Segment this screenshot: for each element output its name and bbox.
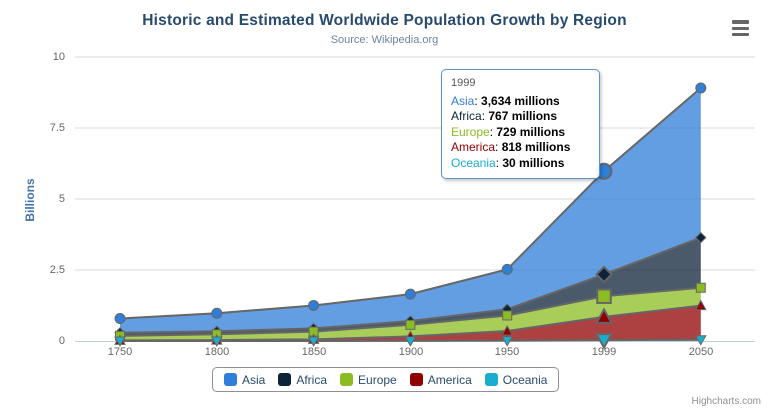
point-europe-1900[interactable] [405, 319, 416, 330]
area-asia[interactable] [120, 87, 701, 333]
xtick-label: 2050 [688, 346, 714, 358]
legend-item-oceania[interactable]: Oceania [484, 372, 548, 387]
tooltip-row: Africa: 767 millions [451, 109, 558, 123]
legend-label: Oceania [502, 372, 548, 387]
point-asia-2050[interactable] [695, 82, 707, 94]
legend-swatch [224, 373, 237, 386]
tooltip-value: 729 millions [496, 124, 566, 139]
tooltip-header: 1999 [451, 77, 476, 89]
hamburger-icon [732, 20, 749, 24]
tooltip-row: America: 818 millions [451, 140, 571, 154]
xtick-label: 1950 [494, 346, 520, 358]
xtick-label: 1800 [204, 346, 230, 358]
legend-swatch [278, 373, 292, 386]
xtick-label: 1850 [301, 346, 327, 358]
point-asia-1750[interactable] [114, 313, 126, 325]
chart-subtitle: Source: Wikipedia.org [330, 34, 439, 46]
ytick-label: 0 [58, 335, 65, 347]
point-oceania-2050[interactable] [694, 335, 707, 346]
point-oceania-1999[interactable] [594, 333, 614, 350]
point-africa-1999[interactable] [595, 265, 613, 284]
tooltip-row: Europe: 729 millions [451, 124, 566, 139]
point-america-1950[interactable] [501, 324, 514, 336]
tooltip: 1999 Asia: 3,634 millions Africa: 767 mi… [441, 69, 600, 179]
tooltip-value: 3,634 millions [481, 93, 560, 108]
legend-item-europe[interactable]: Europe [340, 373, 397, 387]
tooltip-series-name: Africa [451, 109, 482, 123]
tooltip-value: 30 millions [502, 155, 565, 170]
tooltip-value: 818 millions [501, 140, 571, 154]
legend-label: America [427, 372, 472, 387]
legend-item-america[interactable]: America [409, 372, 472, 387]
legend-swatch [484, 373, 498, 386]
area-america[interactable] [120, 305, 701, 341]
point-asia-1850[interactable] [308, 299, 320, 311]
point-asia-1950[interactable] [501, 263, 513, 275]
point-america-2050[interactable] [694, 299, 707, 311]
ytick-label: 10 [52, 51, 65, 63]
legend-swatch [409, 373, 423, 386]
export-menu-button[interactable] [730, 20, 751, 40]
legend-label: Asia [242, 372, 266, 387]
legend-item-asia[interactable]: Asia [224, 373, 265, 387]
xtick-label: 1999 [591, 346, 617, 358]
point-oceania-1950[interactable] [501, 336, 514, 347]
ytick-label: 2.5 [49, 264, 65, 276]
point-asia-1900[interactable] [404, 288, 416, 300]
point-oceania-1850[interactable] [307, 336, 320, 347]
tooltip-row: Oceania: 30 millions [451, 155, 565, 170]
tooltip-series-name: Asia [451, 93, 475, 108]
legend-swatch [340, 373, 354, 386]
credits-link[interactable]: Highcharts.com [691, 396, 761, 407]
tooltip-value: 767 millions [488, 109, 558, 123]
point-oceania-1750[interactable] [114, 336, 126, 347]
tooltip-series-name: Europe [451, 124, 490, 139]
point-oceania-1900[interactable] [404, 336, 417, 347]
legend-label: Europe [358, 372, 397, 387]
point-oceania-1800[interactable] [210, 336, 223, 347]
legend-label: Africa [296, 372, 328, 387]
tooltip-row: Asia: 3,634 millions [451, 93, 560, 108]
xtick-label: 1750 [107, 346, 133, 358]
legend-item-africa[interactable]: Africa [278, 373, 327, 387]
ytick-label: 7.5 [49, 122, 65, 134]
area-africa[interactable] [120, 237, 701, 336]
tooltip-series-name: America [451, 140, 496, 154]
point-europe-1950[interactable] [502, 310, 513, 321]
point-america-1999[interactable] [594, 307, 614, 324]
legend: Asia Africa Europe America Oceania [212, 367, 560, 392]
point-europe-1999[interactable] [596, 288, 612, 304]
point-europe-2050[interactable] [695, 282, 706, 293]
point-asia-1800[interactable] [211, 307, 223, 319]
point-africa-2050[interactable] [695, 231, 707, 244]
chart-title: Historic and Estimated Worldwide Populat… [142, 12, 627, 29]
tooltip-series-name: Oceania [451, 155, 496, 170]
xtick-label: 1900 [398, 346, 424, 358]
ytick-label: 5 [58, 193, 65, 205]
